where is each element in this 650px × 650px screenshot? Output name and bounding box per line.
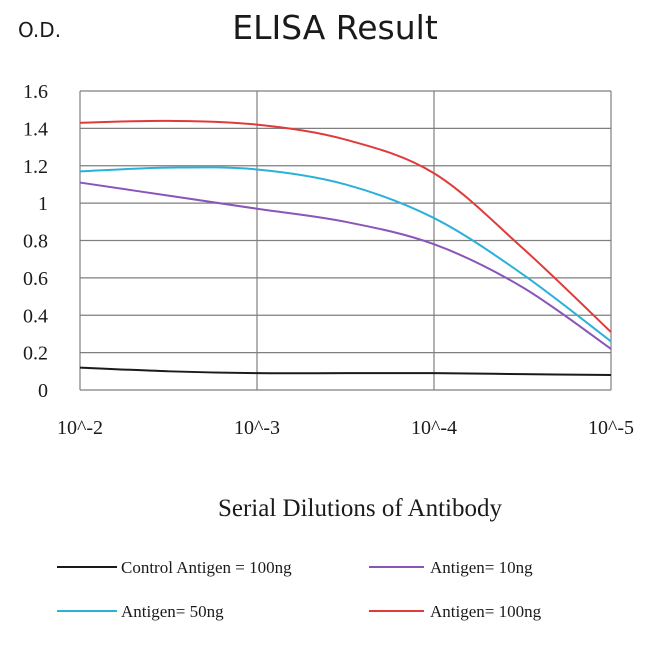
y-tick-label: 0.8 xyxy=(23,231,48,253)
series-line-1 xyxy=(79,366,612,377)
legend-label: Antigen= 100ng xyxy=(430,602,542,621)
y-tick-label: 0 xyxy=(38,380,48,402)
y-tick-label: 0.6 xyxy=(23,268,48,290)
legend-item-2: Antigen= 10ng xyxy=(369,558,533,577)
x-tick-label: 10^-5 xyxy=(588,417,634,439)
x-axis-title: Serial Dilutions of Antibody xyxy=(218,495,503,522)
y-tick-label: 1.2 xyxy=(23,156,48,178)
x-tick-labels: 10^-2 10^-3 10^-4 10^-5 xyxy=(57,417,634,439)
legend-label: Antigen= 50ng xyxy=(121,602,224,621)
series-line-4 xyxy=(79,119,612,333)
y-tick-label: 1.6 xyxy=(23,81,48,103)
y-tick-label: 1.4 xyxy=(23,118,48,140)
series-line-3 xyxy=(79,166,612,343)
legend-label: Antigen= 10ng xyxy=(430,558,533,577)
y-tick-label: 1 xyxy=(38,193,48,215)
y-axis-label: O.D. xyxy=(18,18,62,42)
legend-item-1: Control Antigen = 100ng xyxy=(57,558,292,577)
series-lines xyxy=(79,119,612,377)
y-tick-label: 0.2 xyxy=(23,343,48,365)
x-tick-label: 10^-4 xyxy=(411,417,457,439)
y-tick-labels: 0 0.2 0.4 0.6 0.8 1 1.2 1.4 1.6 xyxy=(23,81,48,402)
grid-lines xyxy=(79,90,612,391)
legend-item-4: Antigen= 100ng xyxy=(369,602,542,621)
x-tick-label: 10^-3 xyxy=(234,417,280,439)
x-tick-label: 10^-2 xyxy=(57,417,103,439)
legend-item-3: Antigen= 50ng xyxy=(57,602,224,621)
y-tick-label: 0.4 xyxy=(23,305,48,327)
series-line-2 xyxy=(79,181,612,350)
legend: Control Antigen = 100ng Antigen= 10ng Anti… xyxy=(57,558,542,621)
legend-label: Control Antigen = 100ng xyxy=(121,558,292,577)
chart-title: ELISA Result xyxy=(232,8,438,47)
